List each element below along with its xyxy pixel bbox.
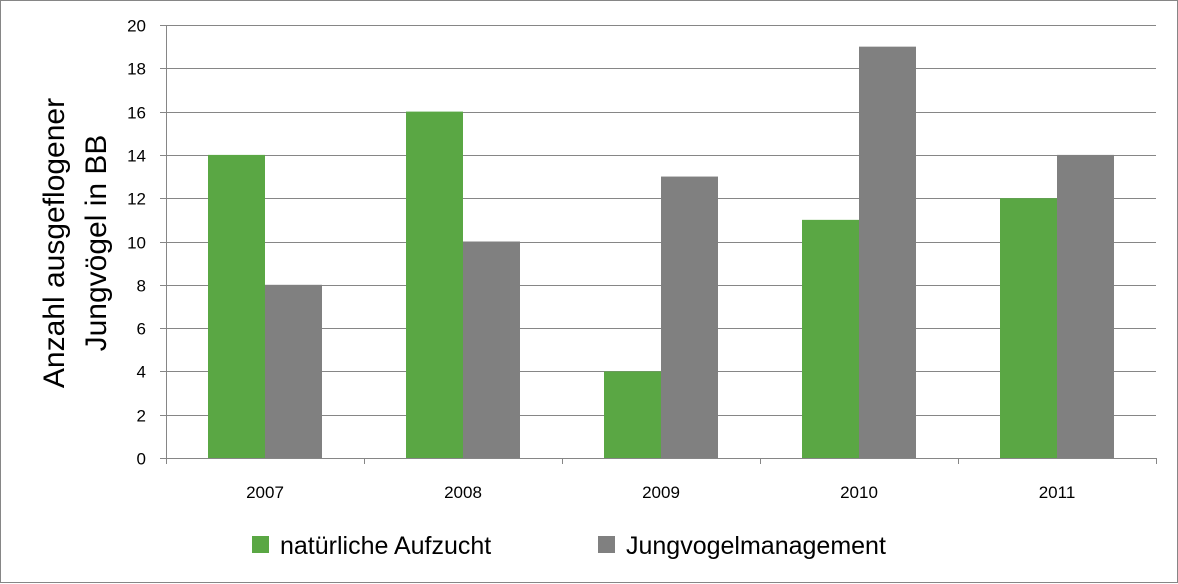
y-tick-label: 10 <box>127 234 146 253</box>
x-tick-label: 2011 <box>1039 483 1076 502</box>
bar-2010-series-2 <box>859 46 916 459</box>
bar-2011-series-2 <box>1057 154 1114 458</box>
y-tick-label: 12 <box>127 190 146 209</box>
y-tick-label: 4 <box>137 363 146 382</box>
y-tick-label: 14 <box>127 147 146 166</box>
y-axis-label-line-2: Jungvögel in BB <box>80 135 113 352</box>
legend-swatch <box>252 536 269 553</box>
legend: natürliche Aufzucht Jungvogelmanagement <box>252 532 886 560</box>
legend-label: Jungvogelmanagement <box>626 532 886 560</box>
x-tick-label: 2010 <box>840 483 878 502</box>
y-tick-labels: 0 2 4 6 8 10 12 14 16 18 20 <box>127 17 146 469</box>
axes <box>166 25 1157 464</box>
y-tick-label: 20 <box>127 17 146 36</box>
x-tick-label: 2008 <box>444 483 482 502</box>
y-tick-label: 6 <box>137 320 146 339</box>
bar-2010-series-1 <box>802 219 859 458</box>
y-axis-label-line-1: Anzahl ausgeflogener <box>38 98 71 388</box>
legend-label: natürliche Aufzucht <box>280 532 491 560</box>
y-tick-label: 18 <box>127 60 146 79</box>
bar-2007-series-1 <box>208 154 265 458</box>
y-tick-label: 16 <box>127 104 146 123</box>
legend-swatch <box>598 536 615 553</box>
bar-2008-series-2 <box>463 241 520 458</box>
bars <box>208 46 1114 459</box>
x-tick-label: 2009 <box>642 483 680 502</box>
bar-2007-series-2 <box>265 284 322 458</box>
bar-2008-series-1 <box>406 111 463 458</box>
x-tick-label: 2007 <box>246 483 284 502</box>
y-tick-label: 8 <box>137 277 146 296</box>
y-tick-label: 0 <box>137 450 146 469</box>
bar-2011-series-1 <box>1000 198 1057 458</box>
bar-2009-series-1 <box>604 371 661 458</box>
x-tick-labels: 2007 2008 2009 2010 2011 <box>246 483 1075 502</box>
bar-2009-series-2 <box>661 176 718 459</box>
y-tick-label: 2 <box>137 407 146 426</box>
